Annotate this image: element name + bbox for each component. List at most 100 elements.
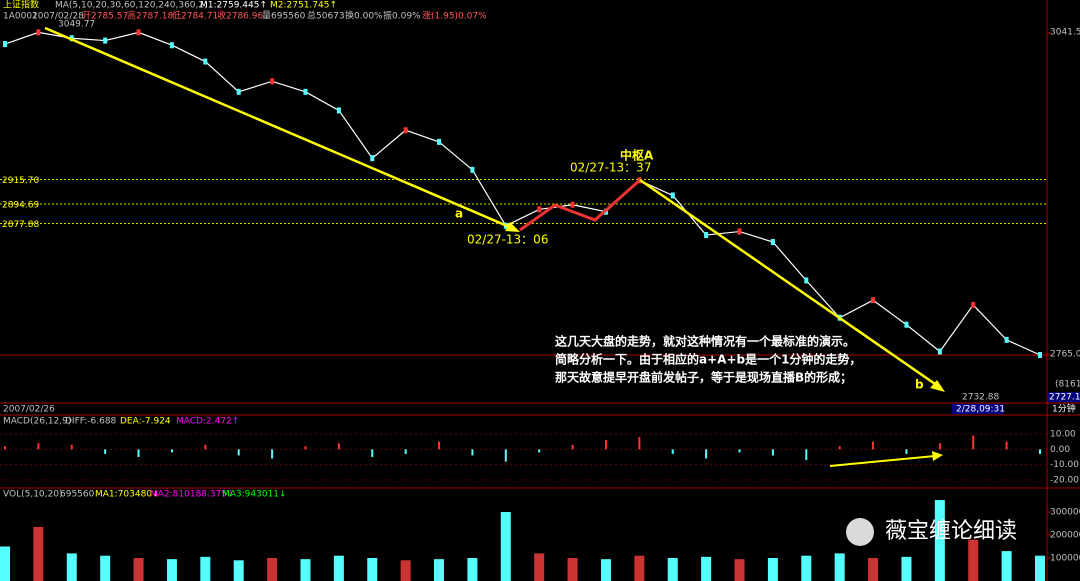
volume-bar (333, 555, 344, 581)
macd-bar (104, 449, 107, 454)
volume-bar (901, 556, 912, 581)
price-bar (971, 301, 976, 308)
macd-bar (70, 444, 73, 450)
arrow-b (639, 178, 939, 388)
macd-bar (1005, 441, 1008, 450)
m2: M2:2751.745↑ (270, 1, 337, 11)
amplitude: 振0.09% (383, 10, 421, 22)
cursor-time: 2/28,09:31 (956, 405, 1005, 415)
y-tick-label: 3041.5 (1050, 28, 1080, 38)
price-bar (937, 348, 942, 355)
macd-bar (137, 449, 140, 457)
period: 1分钟 (1052, 403, 1076, 415)
macd-bar (471, 449, 474, 456)
price-bar (437, 138, 442, 145)
volume-bar (300, 559, 311, 581)
cursor-box (952, 404, 1004, 414)
volume-bar (133, 558, 144, 581)
volume-bar (1035, 555, 1045, 581)
arrow-head (505, 222, 520, 232)
volume-bar (934, 500, 945, 581)
volume-bar (634, 555, 645, 581)
macd-bar (838, 446, 841, 450)
price-bar (570, 201, 575, 208)
volume-bar (66, 553, 77, 581)
price-bar (336, 107, 341, 114)
volume: 量695560 (262, 11, 306, 22)
macd-bar (638, 437, 641, 450)
change: 涨(1.95)0.07% (422, 11, 487, 22)
macd-bar (938, 443, 941, 450)
y-tick-label: 100000 (1050, 554, 1080, 564)
macd-bar (204, 444, 207, 450)
price-bar (36, 29, 41, 36)
volume-bar (968, 539, 979, 581)
y-tick-label: 200000 (1050, 531, 1080, 541)
vol-header: VOL(5,10,20) (3, 490, 62, 500)
price-bar (871, 297, 876, 304)
index-name: 上证指数 (3, 0, 39, 11)
ma-settings: MA(5,10,20,30,60,120,240,360,2) (55, 1, 208, 11)
macd-bar (972, 435, 975, 450)
macd-bar (237, 449, 240, 456)
price-bar (403, 127, 408, 134)
vol-ma3: MA3:943011↓ (222, 490, 287, 500)
price-bar (303, 88, 308, 95)
macd-bar (304, 446, 307, 450)
macd-bar (538, 449, 541, 453)
level-label: 2894.69 (2, 200, 39, 210)
level-label: 2877.88 (2, 220, 39, 230)
low-label: 2732.88 (962, 393, 999, 403)
count-label: (8161) (1055, 380, 1080, 390)
volume-bar (367, 558, 378, 581)
price-bar (770, 239, 775, 246)
price-bar (904, 321, 909, 328)
macd-bar (571, 444, 574, 450)
volume-bar (567, 558, 578, 581)
macd-dea: DEA:-7.924 (120, 417, 171, 427)
price-bar (136, 29, 141, 36)
volume-bar (701, 556, 712, 581)
macd-bar (371, 449, 374, 457)
annotations: 中枢A 02/27-13：37 02/27-13：06 a b 这几天大盘的走势… (3, 20, 1080, 546)
macd-bar (705, 449, 708, 459)
price-bar (537, 206, 542, 213)
macd-bar (738, 449, 741, 453)
price-bar (370, 155, 375, 162)
volume-bar (100, 555, 111, 581)
level-label: 2915.70 (2, 176, 39, 186)
volume-bar (0, 546, 10, 581)
macd-bar (271, 449, 274, 459)
volume-bar (267, 558, 278, 581)
note-line: 那天故意提早开盘前发帖子，等于是现场直播B的形成； (555, 370, 852, 385)
macd-bar (1039, 449, 1041, 454)
macd-bar (404, 449, 407, 454)
total: 总50673 (307, 10, 345, 22)
macd-bar (872, 441, 875, 450)
note-line: 简略分析一下。由于相应的a+A+b是一个1分钟的走势， (555, 352, 861, 367)
last-box (1048, 392, 1080, 402)
macd-value: MACD:2.472↑ (176, 417, 239, 427)
close: 收2786.96 (217, 10, 263, 22)
label-b: b (915, 378, 924, 392)
volume-bar (33, 526, 44, 581)
open: 开2785.57 (82, 11, 128, 22)
macd-bar (504, 449, 507, 462)
price-bar (270, 78, 275, 85)
macd-header: MACD(26,12,9) (3, 417, 71, 427)
y-tick-label: 300000 (1050, 508, 1080, 518)
volume-bar (233, 560, 244, 581)
macd-bar (37, 443, 40, 450)
price-bar (470, 166, 475, 173)
volume-bar (534, 553, 545, 581)
pivot-zigzag (519, 178, 641, 232)
low: 低2784.71 (172, 10, 218, 22)
volume-bar (1001, 551, 1012, 581)
volume-bar (667, 558, 678, 581)
y-tick-label: 10.00 (1050, 430, 1076, 440)
macd-bar (771, 449, 774, 456)
m1: M1:2759.445↑ (200, 1, 267, 11)
